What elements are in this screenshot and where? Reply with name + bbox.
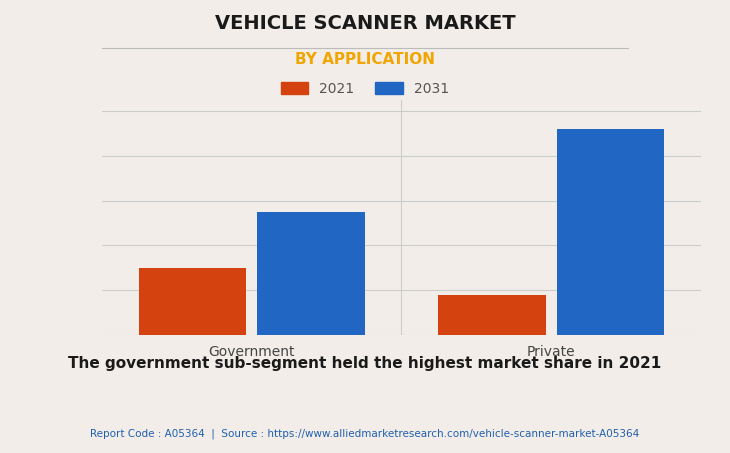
Text: VEHICLE SCANNER MARKET: VEHICLE SCANNER MARKET (215, 14, 515, 33)
Legend: 2021, 2031: 2021, 2031 (280, 82, 450, 96)
Text: Report Code : A05364  |  Source : https://www.alliedmarketresearch.com/vehicle-s: Report Code : A05364 | Source : https://… (91, 428, 639, 439)
Bar (438, 295, 546, 335)
Text: BY APPLICATION: BY APPLICATION (295, 52, 435, 67)
Text: The government sub-segment held the highest market share in 2021: The government sub-segment held the high… (69, 356, 661, 371)
Bar (257, 212, 365, 335)
Bar (139, 268, 247, 335)
Bar (556, 129, 664, 335)
